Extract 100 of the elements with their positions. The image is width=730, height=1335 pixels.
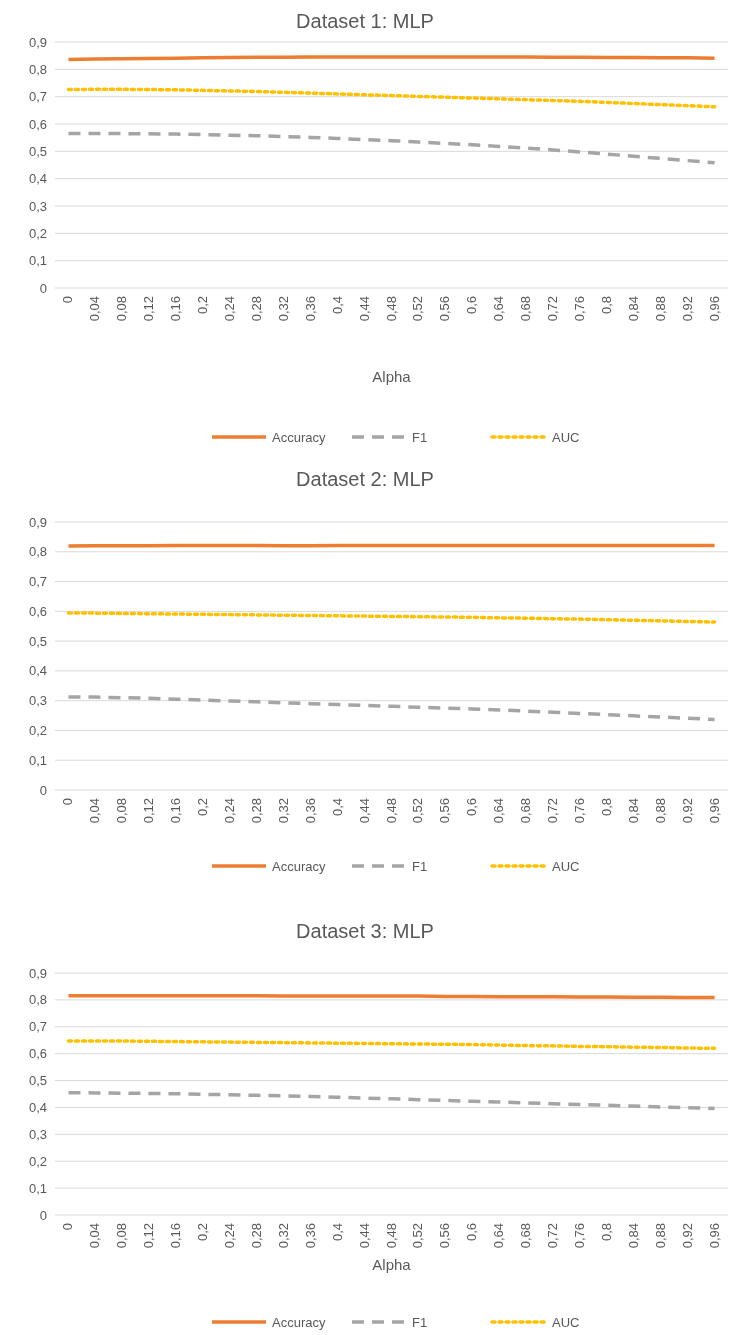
x-tick-label: 0,36 <box>302 296 318 322</box>
y-tick-label: 0,6 <box>28 603 47 619</box>
x-tick-label: 0 <box>60 798 76 806</box>
x-tick-label: 0,84 <box>625 296 641 322</box>
x-tick-label: 0,8 <box>598 296 614 315</box>
legend-label: Accuracy <box>272 858 326 874</box>
x-tick-label: 0,44 <box>356 1223 372 1249</box>
x-tick-label: 0,16 <box>168 296 184 322</box>
x-tick-label: 0,4 <box>329 296 345 315</box>
x-tick-label: 0,52 <box>410 1223 426 1249</box>
line-series <box>66 611 717 624</box>
y-tick-label: 0,6 <box>28 1046 47 1062</box>
y-tick-label: 0 <box>39 280 47 296</box>
x-tick-label: 0,68 <box>518 798 534 824</box>
x-tick-label: 0,6 <box>464 798 480 817</box>
x-tick-label: 0,28 <box>248 798 264 824</box>
x-tick-label: 0,04 <box>87 1223 103 1249</box>
line-series <box>66 87 717 109</box>
y-tick-label: 0 <box>39 782 47 798</box>
x-tick-label: 0 <box>60 296 76 304</box>
x-tick-label: 0,12 <box>141 296 157 322</box>
x-tick-label: 0,44 <box>356 296 372 322</box>
line-series <box>66 695 717 722</box>
x-tick-label: 0,24 <box>221 1223 237 1249</box>
x-tick-label: 0,96 <box>706 296 722 322</box>
y-tick-label: 0,3 <box>28 1126 47 1142</box>
chart-title: Dataset 3: MLP <box>296 920 434 942</box>
y-tick-label: 0,4 <box>28 663 47 679</box>
x-tick-label: 0,4 <box>329 798 345 817</box>
x-tick-label: 0,24 <box>221 798 237 824</box>
x-tick-label: 0,2 <box>195 1223 211 1242</box>
x-tick-label: 0,64 <box>491 1223 507 1249</box>
x-tick-label: 0,72 <box>545 296 561 322</box>
x-tick-label: 0,76 <box>571 798 587 824</box>
x-tick-label: 0,16 <box>168 798 184 824</box>
y-tick-label: 0,9 <box>28 965 47 981</box>
y-tick-label: 0,1 <box>28 253 47 269</box>
y-tick-label: 0,2 <box>28 722 47 738</box>
x-tick-label: 0 <box>60 1223 76 1231</box>
y-tick-label: 0,4 <box>28 1099 47 1115</box>
y-tick-label: 0,9 <box>28 514 47 530</box>
y-tick-label: 0,5 <box>28 143 47 159</box>
x-tick-label: 0,68 <box>518 1223 534 1249</box>
y-tick-label: 0,5 <box>28 1073 47 1089</box>
x-tick-label: 0,44 <box>356 798 372 824</box>
line-series <box>66 1090 717 1111</box>
y-tick-label: 0,8 <box>28 61 47 77</box>
x-tick-label: 0,88 <box>652 1223 668 1249</box>
x-tick-label: 0,64 <box>491 296 507 322</box>
x-tick-label: 0,16 <box>168 1223 184 1249</box>
x-tick-label: 0,32 <box>275 798 291 824</box>
x-tick-label: 0,28 <box>248 1223 264 1249</box>
x-tick-label: 0,56 <box>437 798 453 824</box>
chart-title: Dataset 1: MLP <box>296 10 434 32</box>
x-tick-label: 0,92 <box>679 296 695 322</box>
legend-label: AUC <box>552 429 580 445</box>
y-tick-label: 0 <box>39 1207 47 1223</box>
y-tick-label: 0,5 <box>28 633 47 649</box>
y-tick-label: 0,7 <box>28 1019 47 1035</box>
x-tick-label: 0,68 <box>518 296 534 322</box>
x-tick-label: 0,04 <box>87 296 103 322</box>
x-tick-label: 0,76 <box>571 296 587 322</box>
y-tick-label: 0,8 <box>28 992 47 1008</box>
x-tick-label: 0,4 <box>329 1223 345 1242</box>
x-tick-label: 0,52 <box>410 296 426 322</box>
x-tick-label: 0,8 <box>598 1223 614 1242</box>
chart-title: Dataset 2: MLP <box>296 468 434 490</box>
y-tick-label: 0,8 <box>28 544 47 560</box>
y-tick-label: 0,6 <box>28 116 47 132</box>
x-axis-title: Alpha <box>372 368 412 385</box>
x-tick-label: 0,84 <box>625 1223 641 1249</box>
y-tick-label: 0,2 <box>28 1153 47 1169</box>
x-tick-label: 0,72 <box>545 798 561 824</box>
x-tick-label: 0,04 <box>87 798 103 824</box>
x-tick-label: 0,32 <box>275 296 291 322</box>
x-tick-label: 0,8 <box>598 798 614 817</box>
x-tick-label: 0,52 <box>410 798 426 824</box>
x-tick-label: 0,48 <box>383 798 399 824</box>
x-tick-label: 0,2 <box>195 296 211 315</box>
line-series <box>66 1039 717 1051</box>
x-tick-label: 0,96 <box>706 1223 722 1249</box>
x-tick-label: 0,56 <box>437 296 453 322</box>
x-tick-label: 0,24 <box>221 296 237 322</box>
line-series <box>66 131 717 165</box>
legend-label: Accuracy <box>272 429 326 445</box>
x-tick-label: 0,36 <box>302 798 318 824</box>
legend-label: AUC <box>552 858 580 874</box>
x-tick-label: 0,48 <box>383 1223 399 1249</box>
x-tick-label: 0,72 <box>545 1223 561 1249</box>
y-tick-label: 0,9 <box>28 34 47 50</box>
x-tick-label: 0,64 <box>491 798 507 824</box>
y-tick-label: 0,7 <box>28 89 47 105</box>
x-tick-label: 0,6 <box>464 1223 480 1242</box>
y-tick-label: 0,3 <box>28 693 47 709</box>
x-tick-label: 0,56 <box>437 1223 453 1249</box>
x-tick-label: 0,08 <box>114 296 130 322</box>
x-tick-label: 0,2 <box>195 798 211 817</box>
x-tick-label: 0,92 <box>679 798 695 824</box>
x-tick-label: 0,88 <box>652 296 668 322</box>
legend-label: F1 <box>412 858 428 874</box>
